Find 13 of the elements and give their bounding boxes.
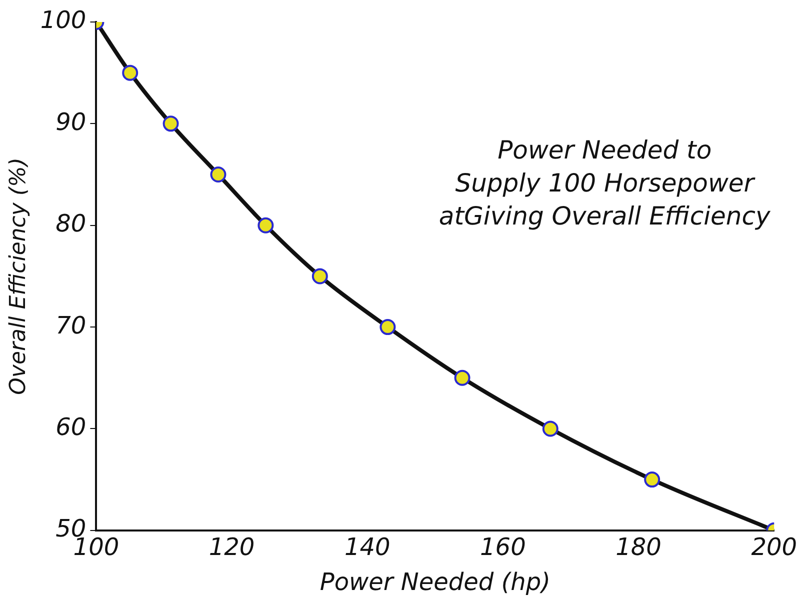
- y-tick-label: 60: [56, 412, 86, 441]
- y-tick-label: 90: [56, 108, 86, 136]
- text: Power Needed to Supply 100 Horsepower atGiving Overall Efficiency: [438, 136, 772, 230]
- y-axis-title: Overall Efficiency (%): [6, 158, 31, 395]
- x-tick-label: 180: [616, 533, 662, 562]
- x-tick-label: 160: [480, 533, 526, 562]
- x-tick-label: 140: [344, 533, 390, 562]
- x-tick-label: 120: [208, 533, 255, 562]
- x-axis-title: Power Needed (hp): [320, 568, 550, 596]
- x-tick-label: 200: [751, 533, 797, 562]
- y-tick-label: 70: [56, 311, 86, 340]
- y-tick-label: 80: [56, 210, 86, 238]
- y-tick-label: 100: [40, 6, 86, 34]
